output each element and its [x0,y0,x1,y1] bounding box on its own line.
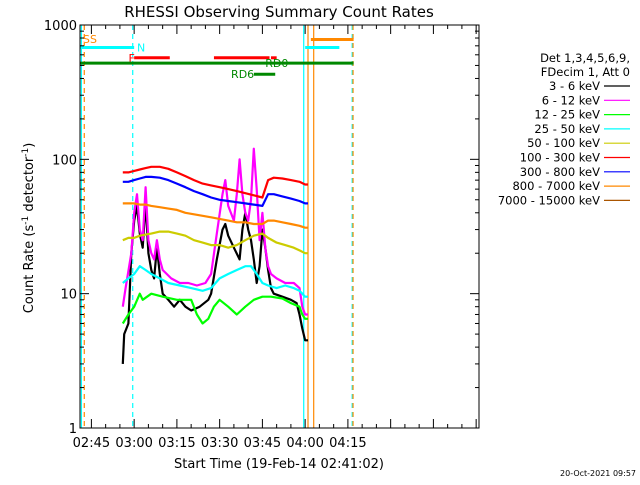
top-flag-label-0: S [83,33,90,46]
chart-title: RHESSI Observing Summary Count Rates [124,3,434,21]
y-axis-label-close: ) [22,143,37,148]
x-tick-label-3: 03:30 [201,436,238,451]
legend-label-6: 300 - 800 keV [520,165,600,179]
x-tick-label-1: 03:00 [115,436,152,451]
y-tick-labels: 1 10 100 1000 [44,19,77,437]
legend-label-1: 6 - 12 keV [542,93,600,107]
series-line-1 [121,147,308,316]
series-line-7 [122,202,308,229]
x-tick-label-4: 03:45 [244,436,281,451]
y-axis-label-part2: detector [22,156,37,216]
y-axis-label-sup2: -1 [21,148,31,157]
legend-label-3: 25 - 50 keV [534,122,600,136]
flag-label-2: F [128,52,134,65]
legend-label-5: 100 - 300 keV [520,151,600,165]
series-line-4 [122,230,308,255]
legend-label-0: 3 - 6 keV [549,79,600,93]
series-line-2 [121,292,308,325]
series-line-3 [122,265,308,298]
legend: Det 1,3,4,5,6,9, FDecim 1, Att 0 3 - 6 k… [498,51,630,207]
series-line-6 [122,175,308,207]
x-tick-label-5: 04:00 [286,436,323,451]
legend-header-2: FDecim 1, Att 0 [541,65,630,79]
flag-label-5: RD6 [231,68,254,81]
timestamp: 20-Oct-2021 09:57 [560,469,636,478]
flag-label-6: RD0 [265,57,288,70]
flag-label-0: N [137,41,145,54]
x-axis-label: Start Time (19-Feb-14 02:41:02) [174,457,384,472]
y-tick-label-1: 10 [60,288,77,303]
plot-frame [79,24,480,429]
y-axis-label-part: Count Rate (s [22,225,37,314]
legend-header-1: Det 1,3,4,5,6,9, [540,51,630,65]
top-flag-label-1: S [90,33,97,46]
y-axis-label-sup: -1 [21,216,31,225]
y-tick-label-3: 1000 [44,19,77,34]
y-tick-label-0: 1 [69,422,77,437]
x-tick-labels: 02:45 03:00 03:15 03:30 03:45 04:00 04:15 [73,436,367,451]
y-tick-label-2: 100 [52,153,77,168]
x-tick-label-0: 02:45 [73,436,110,451]
series-line-5 [122,165,308,199]
x-tick-label-2: 03:15 [158,436,195,451]
x-tick-label-6: 04:15 [329,436,366,451]
y-axis-label: Count Rate (s-1 detector-1) [21,143,37,314]
legend-label-2: 12 - 25 keV [534,108,600,122]
legend-label-8: 7000 - 15000 keV [498,193,600,207]
legend-label-7: 800 - 7000 keV [512,179,600,193]
plot-area: NF RD6 RD0 S S [79,24,480,429]
legend-label-4: 50 - 100 keV [527,136,600,150]
